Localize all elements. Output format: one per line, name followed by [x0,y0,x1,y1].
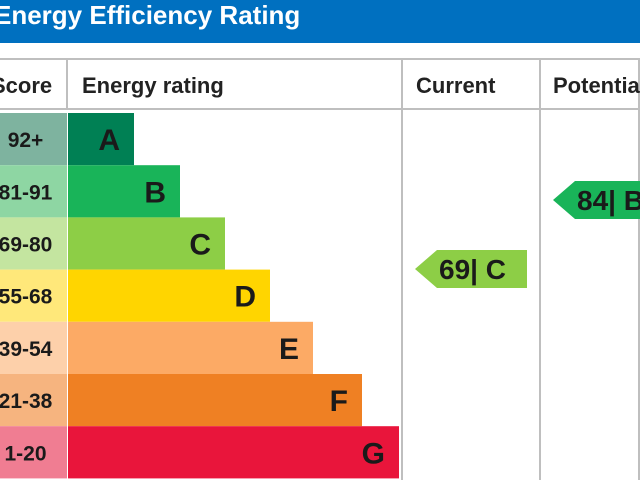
band-letter: E [279,333,299,366]
band-letter: F [330,385,348,418]
chart-title: Energy Efficiency Rating [0,0,301,30]
band-letter: A [98,124,120,157]
band-letter: D [234,281,256,314]
rating-bar-c [68,217,225,270]
rating-indicators: 69| C 84| B [415,181,640,288]
score-label: 92+ [8,129,44,152]
score-label: 55-68 [0,286,53,309]
potential-indicator [553,181,640,219]
current-indicator [415,250,527,288]
score-column: 92+ 81-91 69-80 55-68 39-54 21-38 1-20 [0,113,67,479]
band-letter: B [144,176,166,209]
score-cell [0,269,67,322]
rating-bar-g [68,426,399,479]
rating-bar-e [68,321,313,374]
rating-bar-f [68,374,362,427]
score-label: 81-91 [0,181,53,204]
score-cell [0,113,67,166]
title-bar: Energy Efficiency Rating [0,0,640,43]
band-letter: G [362,437,385,470]
band-letter: C [189,229,211,262]
score-cell [0,374,67,427]
score-cell [0,165,67,218]
rating-bar-b [68,165,180,218]
rating-bar-a [68,113,134,166]
table-grid [0,58,640,480]
score-label: 21-38 [0,390,53,413]
score-cell [0,217,67,270]
score-cell [0,321,67,374]
potential-indicator-label: 84| B [577,185,640,216]
header-energy-rating: Energy rating [82,73,224,98]
score-cell [0,426,67,479]
column-headers: Score Energy rating Current Potential [0,73,640,98]
score-label: 39-54 [0,338,53,361]
header-score: Score [0,73,52,98]
score-label: 1-20 [4,442,46,465]
header-current: Current [416,73,496,98]
current-indicator-label: 69| C [439,254,506,285]
rating-bar-d [68,269,270,322]
header-potential: Potential [553,73,640,98]
score-label: 69-80 [0,234,52,257]
